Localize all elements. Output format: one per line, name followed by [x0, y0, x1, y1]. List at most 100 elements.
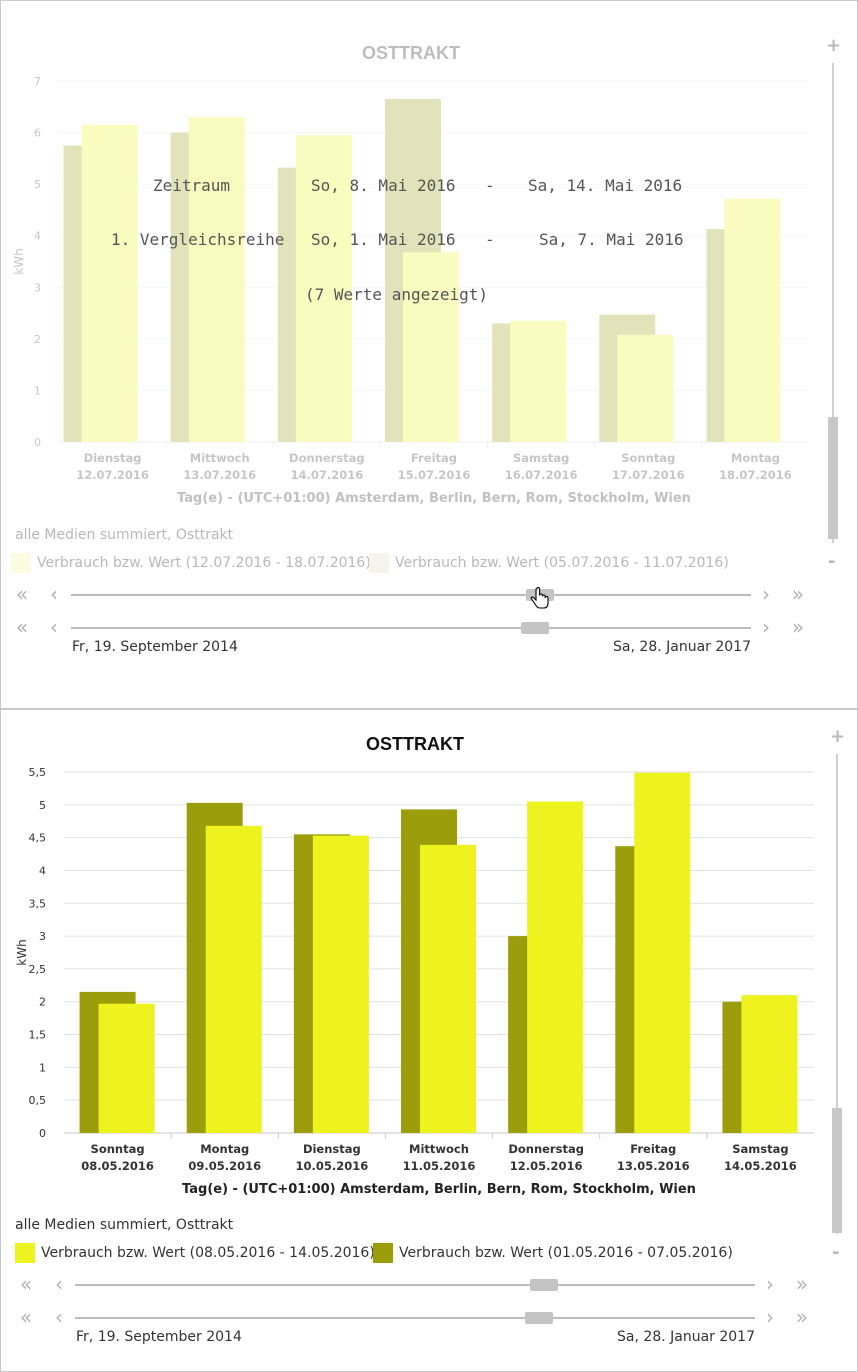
x-tick-label-date: 12.05.2016: [510, 1159, 583, 1173]
navigator-handle[interactable]: [525, 1312, 553, 1324]
back-button[interactable]: ‹: [55, 1305, 63, 1329]
bar-comparison: [385, 99, 441, 443]
zoom-out-button[interactable]: -: [828, 551, 836, 572]
bar-comparison: [277, 167, 334, 442]
y-tick-label: 4,5: [29, 832, 47, 845]
y-tick-label: 2,5: [29, 963, 47, 976]
bar-comparison: [63, 145, 120, 442]
x-tick-label-date: 13.07.2016: [183, 468, 256, 482]
y-axis-label: kWh: [12, 248, 26, 274]
x-axis-label: Tag(e) - (UTC+01:00) Amsterdam, Berlin, …: [182, 1182, 696, 1197]
x-tick-label-date: 08.05.2016: [81, 1159, 154, 1173]
x-tick-label-day: Samstag: [732, 1142, 788, 1156]
navigator-handle[interactable]: [530, 1279, 558, 1291]
y-tick-label: 1,5: [29, 1029, 47, 1042]
legend-swatch: [373, 1243, 393, 1263]
navigator-track[interactable]: [71, 594, 751, 596]
legend-item-comparison[interactable]: Verbrauch bzw. Wert (05.07.2016 - 11.07.…: [369, 553, 729, 573]
x-tick-label-day: Mittwoch: [190, 451, 250, 465]
fast-forward-button[interactable]: »: [795, 1305, 809, 1329]
fast-forward-button[interactable]: »: [791, 582, 805, 606]
period-navigator: « ‹ › »: [11, 1272, 811, 1296]
bar-current: [188, 117, 245, 442]
back-button[interactable]: ‹: [50, 615, 58, 639]
overlay-count: (7 Werte angezeigt): [305, 285, 489, 304]
bar-current: [205, 825, 262, 1133]
chart-title: OSTTRAKT: [362, 43, 460, 63]
x-tick-label-day: Dienstag: [303, 1142, 361, 1156]
range-start-date: Fr, 19. September 2014: [76, 1329, 242, 1345]
overlay-vergleich-from: So, 1. Mai 2016: [311, 230, 456, 249]
legend-swatch: [11, 553, 31, 573]
back-button[interactable]: ‹: [55, 1272, 63, 1296]
forward-button[interactable]: ›: [766, 1305, 774, 1329]
legend-title: alle Medien summiert, Osttrakt: [15, 1217, 234, 1233]
vertical-scroll-handle[interactable]: [828, 417, 838, 539]
y-axis-label: kWh: [15, 939, 29, 965]
y-tick-label: 5: [34, 178, 41, 191]
forward-button[interactable]: ›: [766, 1272, 774, 1296]
zoom-in-button[interactable]: +: [826, 35, 842, 56]
x-tick-label-date: 14.07.2016: [290, 468, 363, 482]
range-navigator: « ‹ › »: [11, 1305, 811, 1329]
zoom-in-button[interactable]: +: [830, 726, 846, 747]
navigator-track[interactable]: [75, 1317, 755, 1319]
forward-button[interactable]: ›: [762, 582, 770, 606]
legend-label: Verbrauch bzw. Wert (01.05.2016 - 07.05.…: [399, 1245, 733, 1261]
legend-label: Verbrauch bzw. Wert (08.05.2016 - 14.05.…: [41, 1245, 375, 1261]
y-tick-label: 1: [34, 384, 41, 397]
y-tick-label: 3,5: [29, 897, 47, 910]
fast-back-button[interactable]: «: [19, 1305, 33, 1329]
legend-swatch: [369, 553, 389, 573]
y-tick-label: 4: [34, 230, 41, 243]
fast-back-button[interactable]: «: [15, 615, 29, 639]
legend-item-current[interactable]: Verbrauch bzw. Wert (12.07.2016 - 18.07.…: [11, 553, 371, 573]
bar-comparison: [599, 314, 656, 442]
y-tick-label: 3: [34, 281, 41, 294]
y-tick-label: 3: [39, 930, 46, 943]
y-tick-label: 0: [39, 1127, 46, 1140]
bar-current: [724, 198, 781, 442]
x-tick-label-day: Donnerstag: [508, 1142, 584, 1156]
chart-bottom: OSTTRAKT 0 0,5 1 1,5 2 2,5 3 3,5 4 4,5 5 5,5 kWh Sonnt…: [15, 734, 814, 1197]
x-tick-label-day: Freitag: [630, 1142, 676, 1156]
forward-button[interactable]: ›: [762, 615, 770, 639]
y-tick-label: 5: [39, 799, 46, 812]
x-tick-label-date: 15.07.2016: [398, 468, 471, 482]
x-tick-label-date: 09.05.2016: [188, 1159, 261, 1173]
bar-current: [295, 135, 352, 442]
legend-label: Verbrauch bzw. Wert (05.07.2016 - 11.07.…: [395, 555, 729, 571]
fast-forward-button[interactable]: »: [795, 1272, 809, 1296]
x-tick-label-day: Donnerstag: [289, 451, 365, 465]
overlay-vergleich-label: 1. Vergleichsreihe: [111, 230, 285, 249]
fast-forward-button[interactable]: »: [791, 615, 805, 639]
legend-swatch: [15, 1243, 35, 1263]
bar-current: [741, 995, 798, 1133]
bar-current: [81, 124, 138, 442]
x-tick-label-date: 18.07.2016: [719, 468, 792, 482]
back-button[interactable]: ‹: [50, 582, 58, 606]
y-tick-label: 1: [39, 1061, 46, 1074]
legend-item-comparison[interactable]: Verbrauch bzw. Wert (01.05.2016 - 07.05.…: [373, 1243, 733, 1263]
x-tick-label-date: 13.05.2016: [617, 1159, 690, 1173]
fast-back-button[interactable]: «: [19, 1272, 33, 1296]
navigator-track[interactable]: [75, 1284, 755, 1286]
navigator-track[interactable]: [71, 627, 751, 629]
period-navigator: « ‹ › »: [11, 582, 811, 606]
vertical-scroll-track[interactable]: [832, 63, 834, 543]
x-tick-label-day: Mittwoch: [409, 1142, 469, 1156]
x-tick-label-date: 16.07.2016: [505, 468, 578, 482]
vertical-scroll-handle[interactable]: [832, 1108, 842, 1233]
fast-back-button[interactable]: «: [15, 582, 29, 606]
overlay-vergleich-to: Sa, 7. Mai 2016: [539, 230, 684, 249]
x-tick-label-day: Montag: [200, 1142, 249, 1156]
vertical-scroll-track[interactable]: [836, 754, 838, 1234]
navigator-handle[interactable]: [521, 622, 549, 634]
zoom-out-button[interactable]: -: [832, 1242, 840, 1263]
legend-item-current[interactable]: Verbrauch bzw. Wert (08.05.2016 - 14.05.…: [15, 1243, 375, 1263]
bar-current: [527, 801, 584, 1133]
x-tick-label-day: Freitag: [411, 451, 457, 465]
y-tick-label: 6: [34, 127, 41, 140]
hand-cursor-icon: [530, 587, 549, 609]
range-start-date: Fr, 19. September 2014: [72, 639, 238, 655]
